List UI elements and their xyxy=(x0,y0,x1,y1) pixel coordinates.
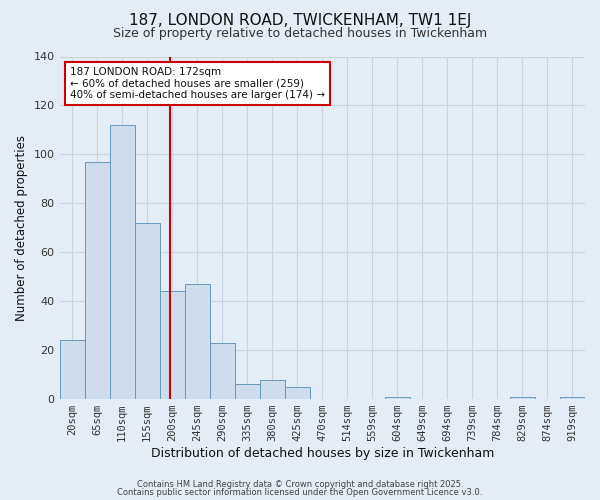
Text: 187 LONDON ROAD: 172sqm
← 60% of detached houses are smaller (259)
40% of semi-d: 187 LONDON ROAD: 172sqm ← 60% of detache… xyxy=(70,67,325,100)
Bar xyxy=(134,223,160,399)
Bar xyxy=(235,384,260,399)
Text: Contains HM Land Registry data © Crown copyright and database right 2025.: Contains HM Land Registry data © Crown c… xyxy=(137,480,463,489)
Bar xyxy=(85,162,110,399)
Text: Size of property relative to detached houses in Twickenham: Size of property relative to detached ho… xyxy=(113,28,487,40)
Bar xyxy=(285,387,310,399)
Bar xyxy=(185,284,209,399)
Bar xyxy=(385,396,410,399)
X-axis label: Distribution of detached houses by size in Twickenham: Distribution of detached houses by size … xyxy=(151,447,494,460)
Text: 187, LONDON ROAD, TWICKENHAM, TW1 1EJ: 187, LONDON ROAD, TWICKENHAM, TW1 1EJ xyxy=(129,12,471,28)
Bar xyxy=(560,396,585,399)
Text: Contains public sector information licensed under the Open Government Licence v3: Contains public sector information licen… xyxy=(118,488,482,497)
Bar xyxy=(510,396,535,399)
Bar xyxy=(160,292,185,399)
Bar xyxy=(59,340,85,399)
Bar xyxy=(209,343,235,399)
Bar xyxy=(110,125,134,399)
Y-axis label: Number of detached properties: Number of detached properties xyxy=(15,135,28,321)
Bar xyxy=(260,380,285,399)
